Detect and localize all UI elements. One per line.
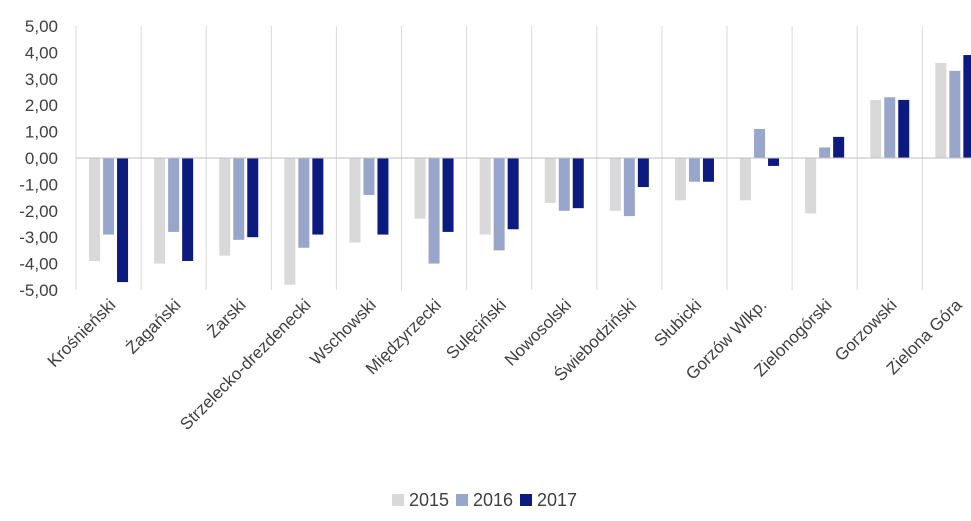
legend-label: 2015 [409, 490, 449, 510]
bar-2017 [572, 158, 584, 209]
bar-2017 [702, 158, 714, 182]
bar-2015 [89, 158, 101, 261]
y-tick-label: 2,00 [25, 96, 58, 115]
bar-2015 [544, 158, 556, 203]
x-tick-label: Gorzowski [831, 295, 901, 365]
y-tick-label: -3,00 [19, 228, 58, 247]
bar-2017 [963, 55, 971, 158]
y-tick-label: 0,00 [25, 149, 58, 168]
legend-item-2017: 2017 [520, 490, 577, 510]
bar-2016 [298, 158, 310, 248]
bar-2017 [507, 158, 519, 230]
y-tick-label: 1,00 [25, 123, 58, 142]
bar-2016 [819, 147, 831, 158]
bar-2017 [442, 158, 454, 232]
bar-2016 [949, 70, 961, 158]
bar-2017 [117, 158, 129, 283]
legend-swatch [520, 494, 532, 506]
legend-item-2015: 2015 [392, 490, 449, 510]
bar-2015 [805, 158, 817, 214]
x-axis: Krośnieński Żagański ŻarskiStrzelecko-drez… [44, 295, 966, 434]
x-tick-label: Żarski [203, 295, 249, 341]
legend-label: 2016 [473, 490, 513, 510]
bar-2015 [414, 158, 426, 219]
bar-2017 [833, 136, 845, 158]
bar-2015 [609, 158, 621, 211]
bar-2016 [884, 97, 896, 158]
bar-2017 [637, 158, 649, 188]
legend: 2015 2016 2017 [392, 490, 577, 510]
x-tick-label: Żagański [122, 295, 184, 357]
bar-2015 [154, 158, 166, 264]
bar-2017 [182, 158, 194, 261]
bar-2016 [233, 158, 245, 240]
bar-2015 [870, 99, 882, 158]
y-axis: 5,00 4,00 3,00 2,00 1,00 0,00 -1,00 -2,00 -3,00 -… [19, 17, 58, 300]
bar-2016 [493, 158, 505, 251]
legend-label: 2017 [537, 490, 577, 510]
bars [89, 55, 971, 285]
legend-item-2016: 2016 [456, 490, 513, 510]
bar-2015 [284, 158, 296, 285]
x-tick-label: Sulęciński [442, 295, 510, 363]
bar-2017 [898, 99, 910, 158]
x-tick-label: Krośnieński [44, 295, 120, 371]
x-tick-label: Słubicki [650, 295, 705, 350]
bar-2015 [219, 158, 231, 256]
bar-2016 [558, 158, 570, 211]
bar-2017 [377, 158, 389, 235]
bar-2016 [168, 158, 180, 232]
bar-2015 [349, 158, 361, 243]
bar-2016 [363, 158, 375, 195]
y-tick-label: -4,00 [19, 255, 58, 274]
bar-2016 [428, 158, 440, 264]
x-tick-label: Strzelecko-drezdenecki [176, 295, 314, 433]
y-tick-label: 5,00 [25, 17, 58, 36]
y-tick-label: -5,00 [19, 281, 58, 300]
bar-2016 [688, 158, 700, 182]
bar-2016 [623, 158, 635, 217]
bar-2017 [312, 158, 324, 235]
bar-2017 [247, 158, 259, 238]
bar-2015 [935, 62, 947, 158]
y-tick-label: 4,00 [25, 43, 58, 62]
bar-2017 [768, 158, 780, 166]
legend-swatch [392, 494, 404, 506]
bar-2016 [103, 158, 115, 235]
legend-swatch [456, 494, 468, 506]
bar-2015 [674, 158, 686, 201]
y-tick-label: 3,00 [25, 70, 58, 89]
bar-2016 [754, 128, 766, 158]
y-tick-label: -2,00 [19, 202, 58, 221]
bar-2015 [740, 158, 752, 201]
bar-2015 [479, 158, 491, 235]
y-tick-label: -1,00 [19, 175, 58, 194]
